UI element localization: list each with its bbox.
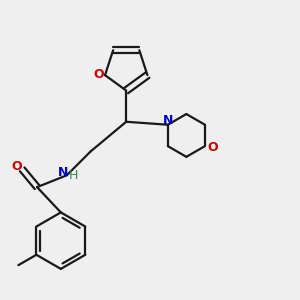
Text: O: O <box>11 160 22 173</box>
Text: O: O <box>93 68 104 81</box>
Text: N: N <box>58 167 68 179</box>
Text: O: O <box>207 140 217 154</box>
Text: N: N <box>163 114 173 128</box>
Text: H: H <box>69 169 78 182</box>
